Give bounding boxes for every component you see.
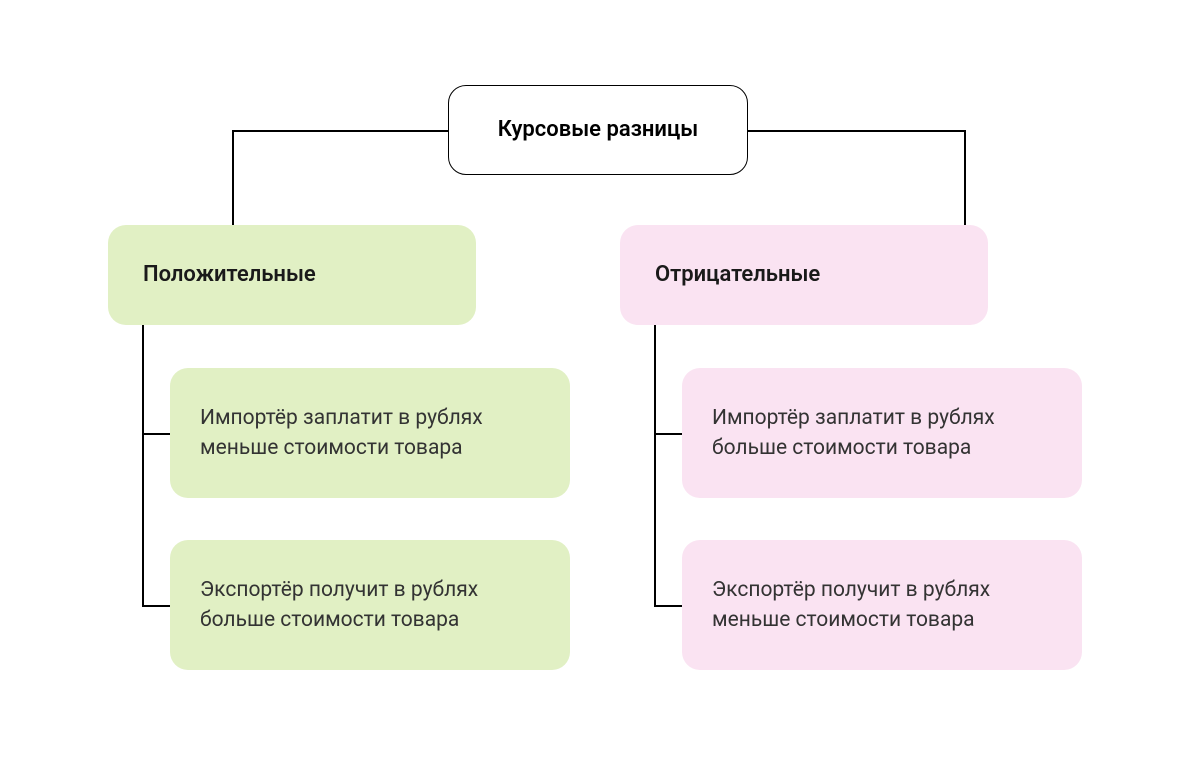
root-label: Курсовые разницы xyxy=(498,114,698,146)
connector-line xyxy=(142,325,144,607)
connector-line xyxy=(654,325,656,607)
leaf-node: Импортёр заплатит в рублях больше стоимо… xyxy=(682,368,1082,498)
connector-line xyxy=(142,433,170,435)
branch-label: Отрицательные xyxy=(655,259,820,291)
leaf-label: Импортёр заплатит в рублях больше стоимо… xyxy=(712,403,1052,464)
leaf-node: Импортёр заплатит в рублях меньше стоимо… xyxy=(170,368,570,498)
leaf-label: Импортёр заплатит в рублях меньше стоимо… xyxy=(200,403,540,464)
leaf-label: Экспортёр получит в рублях меньше стоимо… xyxy=(712,575,1052,636)
root-node: Курсовые разницы xyxy=(448,85,748,175)
leaf-label: Экспортёр получит в рублях больше стоимо… xyxy=(200,575,540,636)
branch-label: Положительные xyxy=(143,259,316,291)
branch-node-negative: Отрицательные xyxy=(620,225,988,325)
exchange-rate-diagram: Курсовые разницы Положительные Импортёр з… xyxy=(0,0,1200,779)
leaf-node: Экспортёр получит в рублях меньше стоимо… xyxy=(682,540,1082,670)
connector-line xyxy=(232,130,234,225)
connector-line xyxy=(964,130,966,225)
branch-node-positive: Положительные xyxy=(108,225,476,325)
connector-line xyxy=(142,605,170,607)
connector-line xyxy=(654,433,682,435)
connector-line xyxy=(654,605,682,607)
leaf-node: Экспортёр получит в рублях больше стоимо… xyxy=(170,540,570,670)
